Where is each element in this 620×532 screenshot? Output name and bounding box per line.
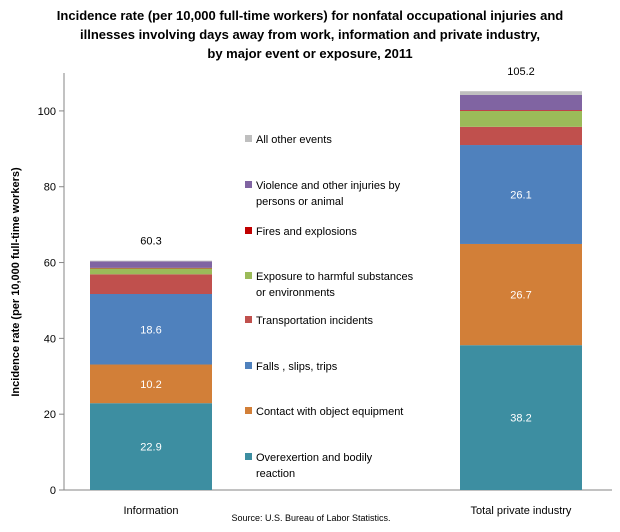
bar-segment xyxy=(90,403,212,490)
bar-segment xyxy=(460,110,582,127)
bar-segment xyxy=(90,294,212,365)
legend-entry: Overexertion and bodily xyxy=(256,452,373,464)
legend-swatch xyxy=(245,227,252,234)
y-tick-label: 80 xyxy=(44,182,56,194)
legend-entry: Transportation incidents xyxy=(256,315,373,327)
legend-entry: All other events xyxy=(256,134,332,146)
legend-swatch xyxy=(245,407,252,414)
x-tick-label: Information xyxy=(123,505,178,517)
y-tick-label: 40 xyxy=(44,333,56,345)
data-label: 22.9 xyxy=(140,442,161,454)
legend-entry: Contact with object equipment xyxy=(256,406,403,418)
bar-segment xyxy=(460,126,582,146)
bar-segment xyxy=(90,274,212,295)
bar-segment xyxy=(460,94,582,111)
bar-segment xyxy=(460,243,582,346)
y-tick-label: 0 xyxy=(50,485,56,497)
bar-segment xyxy=(90,261,212,268)
legend-entry: Violence and other injuries by xyxy=(256,180,401,192)
bar-segment xyxy=(460,91,582,95)
legend-swatch xyxy=(245,272,252,279)
chart-title-line-3: by major event or exposure, 2011 xyxy=(207,46,413,61)
legend-entry: Fires and explosions xyxy=(256,226,357,238)
data-label: 26.1 xyxy=(510,189,531,201)
y-tick-label: 100 xyxy=(38,106,56,118)
bar-segment xyxy=(460,345,582,490)
legend-entry: reaction xyxy=(256,468,295,480)
x-tick-label: Total private industry xyxy=(471,505,572,517)
legend-swatch xyxy=(245,453,252,460)
y-axis-label: Incidence rate (per 10,000 full-time wor… xyxy=(10,167,22,397)
bar-segment xyxy=(90,364,212,404)
data-label: 26.7 xyxy=(510,290,531,302)
legend-entry: or environments xyxy=(256,287,335,299)
bar-segment xyxy=(90,260,212,262)
legend-entry: Falls , slips, trips xyxy=(256,361,338,373)
data-label: 10.2 xyxy=(140,379,161,391)
chart-title-line-2: illnesses involving days away from work,… xyxy=(80,27,540,42)
chart-title-line-1: Incidence rate (per 10,000 full-time wor… xyxy=(56,8,564,23)
legend-entry: Exposure to harmful substances xyxy=(256,271,414,283)
source-note: Source: U.S. Bureau of Labor Statistics. xyxy=(231,513,390,523)
total-label: 60.3 xyxy=(140,236,161,248)
legend-swatch xyxy=(245,181,252,188)
legend-entry: persons or animal xyxy=(256,196,343,208)
legend-swatch xyxy=(245,135,252,142)
y-tick-label: 20 xyxy=(44,409,56,421)
data-label: 18.6 xyxy=(140,324,161,336)
bar-segment xyxy=(460,145,582,244)
y-tick-label: 60 xyxy=(44,258,56,270)
bar-segment xyxy=(460,110,582,111)
bar-segment xyxy=(90,267,212,269)
total-label: 105.2 xyxy=(507,66,535,78)
data-label: 38.2 xyxy=(510,413,531,425)
legend-swatch xyxy=(245,316,252,323)
legend-swatch xyxy=(245,362,252,369)
bar-segment xyxy=(90,268,212,275)
chart-title: Incidence rate (per 10,000 full-time wor… xyxy=(0,6,620,63)
